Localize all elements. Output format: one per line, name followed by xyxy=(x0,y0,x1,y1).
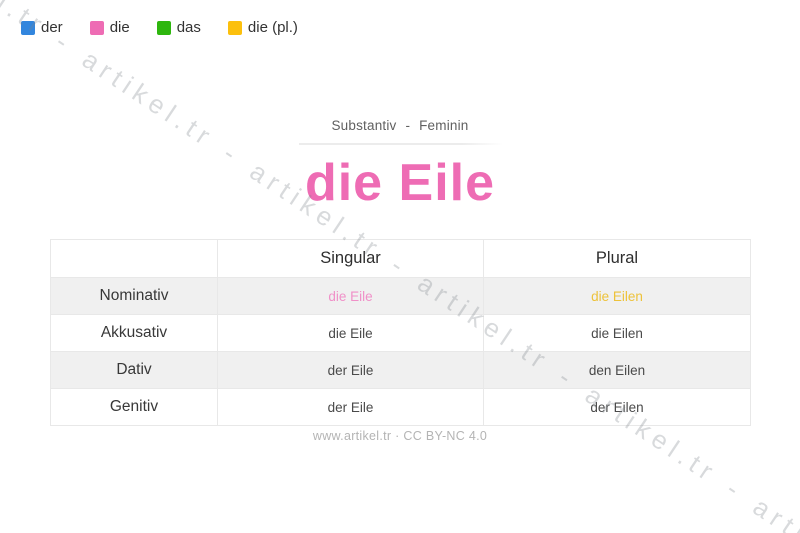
case-label-dativ: Dativ xyxy=(50,351,218,389)
footer-credit: www.artikel.tr · CC BY-NC 4.0 xyxy=(312,429,488,443)
legend-label-die-plural: die (pl.) xyxy=(247,19,298,36)
corner-cell xyxy=(50,239,218,278)
header-divider xyxy=(299,143,503,145)
der-color-swatch xyxy=(21,20,35,35)
die-plural-color-swatch xyxy=(227,20,242,35)
legend-item-das: das xyxy=(156,19,201,36)
table-row-akkusativ: Akkusativ die Eile die Eilen xyxy=(50,314,751,352)
das-color-swatch xyxy=(156,20,171,35)
nominativ-plural-value: die Eilen xyxy=(483,277,751,315)
legend-item-die-plural: die (pl.) xyxy=(227,19,298,36)
legend-label-das: das xyxy=(176,19,201,36)
declension-table: Singular Plural Nominativ die Eile die E… xyxy=(50,239,751,426)
article-color-legend: der die das die (pl.) xyxy=(21,19,298,36)
case-label-nominativ: Nominativ xyxy=(50,277,218,315)
page-title: die Eile xyxy=(304,154,496,212)
die-color-swatch xyxy=(89,20,104,35)
case-label-akkusativ: Akkusativ xyxy=(50,314,218,352)
nominativ-singular-value: die Eile xyxy=(217,277,484,315)
legend-label-der: der xyxy=(41,19,63,36)
legend-item-die: die xyxy=(89,19,130,36)
word-category-label: Substantiv - Feminin xyxy=(331,118,469,133)
column-header-singular: Singular xyxy=(217,239,484,278)
table-row-nominativ: Nominativ die Eile die Eilen xyxy=(50,277,751,315)
akkusativ-plural-value: die Eilen xyxy=(483,314,751,352)
akkusativ-singular-value: die Eile xyxy=(217,314,484,352)
table-header-row: Singular Plural xyxy=(50,239,751,278)
table-row-genitiv: Genitiv der Eile der Eilen xyxy=(50,388,751,426)
case-label-genitiv: Genitiv xyxy=(50,388,218,426)
table-row-dativ: Dativ der Eile den Eilen xyxy=(50,351,751,389)
column-header-plural: Plural xyxy=(483,239,751,278)
genitiv-plural-value: der Eilen xyxy=(483,388,751,426)
dativ-plural-value: den Eilen xyxy=(483,351,751,389)
genitiv-singular-value: der Eile xyxy=(217,388,484,426)
legend-item-der: der xyxy=(21,19,63,36)
legend-label-die: die xyxy=(109,19,130,36)
dativ-singular-value: der Eile xyxy=(217,351,484,389)
